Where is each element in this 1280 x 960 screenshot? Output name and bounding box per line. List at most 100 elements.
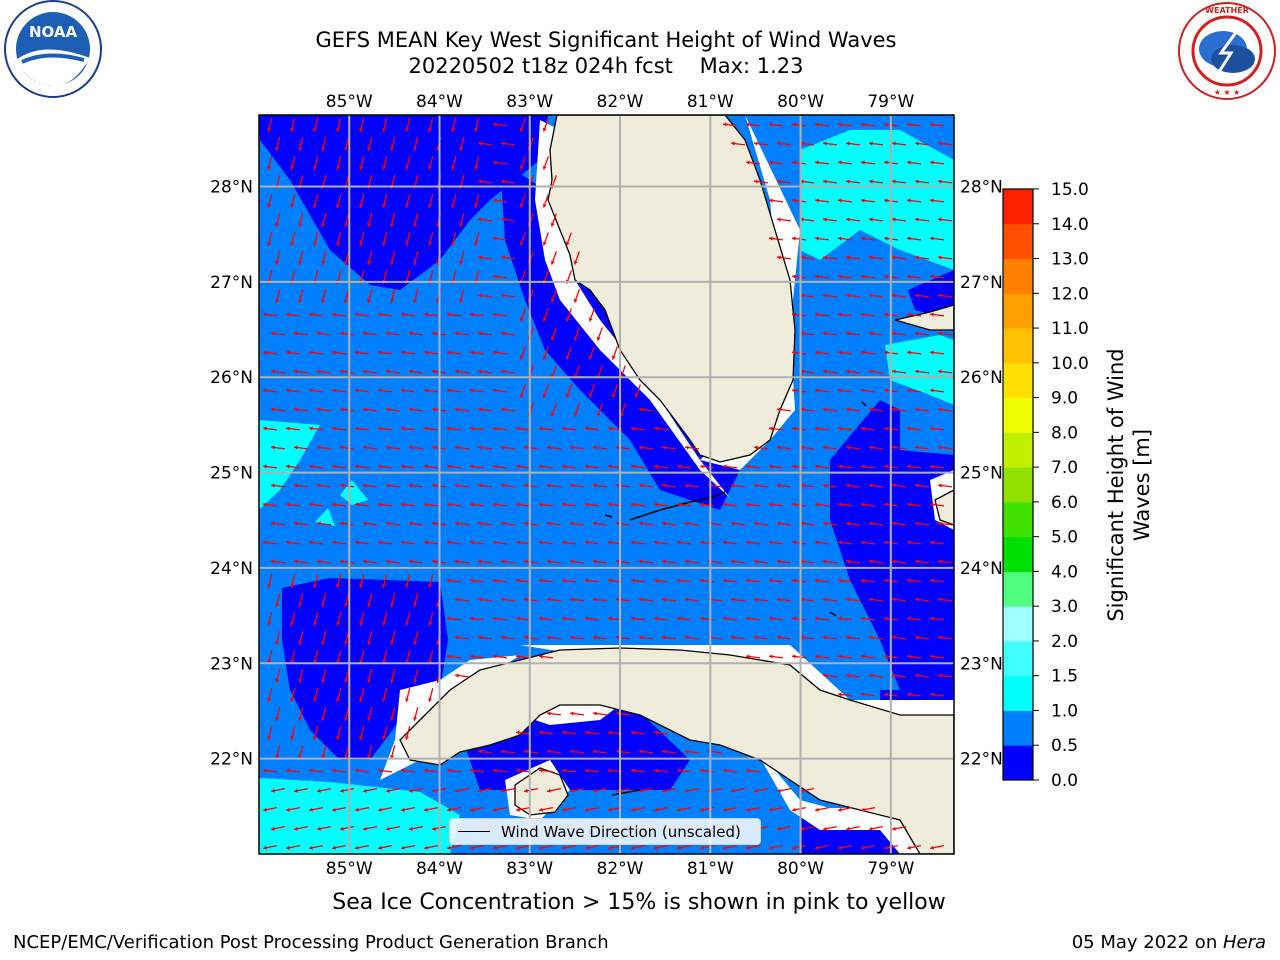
wave-arrow-576 <box>638 559 654 564</box>
wave-arrow-124 <box>799 217 815 222</box>
wave-arrow-457 <box>661 483 677 488</box>
wave-arrow-529 <box>937 521 953 526</box>
wave-arrow-495 <box>837 502 853 507</box>
wave-arrow-540 <box>492 540 508 545</box>
wave-arrow-854 <box>401 806 415 812</box>
wave-arrow-15 <box>768 122 784 127</box>
colorbar-tick-label-6: 4.0 <box>1051 562 1078 582</box>
lat-label-right-5: 23°N <box>960 654 1003 674</box>
wave-arrow-190 <box>814 274 830 279</box>
wave-arrow-264 <box>331 350 347 355</box>
wave-arrow-683 <box>344 631 350 645</box>
wave-arrow-335 <box>362 407 378 412</box>
wave-arrow-319 <box>542 384 550 398</box>
wave-arrow-99 <box>492 198 508 203</box>
wave-arrow-558 <box>906 540 922 545</box>
wave-arrow-713 <box>336 650 342 664</box>
wave-arrow-922 <box>700 844 714 850</box>
wave-arrow-288 <box>362 369 378 374</box>
wave-arrow-433 <box>791 464 807 469</box>
wave-arrow-690 <box>500 635 516 640</box>
wave-arrow-329 <box>906 388 922 393</box>
wave-arrow-547 <box>653 540 669 545</box>
wave-arrow-395 <box>569 445 585 450</box>
wave-arrow-156 <box>344 251 350 265</box>
wave-arrow-578 <box>684 559 700 564</box>
wave-arrow-44 <box>937 141 953 146</box>
lat-label-right-6: 22°N <box>960 750 1003 770</box>
wave-arrow-580 <box>730 559 746 564</box>
wave-arrow-512 <box>546 521 562 526</box>
wave-arrow-27 <box>367 137 373 151</box>
wave-arrow-61 <box>814 160 830 165</box>
wave-arrow-808 <box>400 768 416 773</box>
wave-arrow-783 <box>630 730 646 735</box>
colorbar-swatch-4 <box>1003 606 1033 642</box>
wave-arrow-613 <box>791 578 807 583</box>
wave-arrow-477 <box>423 502 439 507</box>
wave-arrow-903 <box>263 844 277 850</box>
wave-arrow-907 <box>355 844 369 850</box>
wave-arrow-258 <box>891 331 907 336</box>
wave-arrow-601 <box>515 578 531 583</box>
wave-arrow-95 <box>405 194 411 208</box>
wave-arrow-97 <box>451 194 457 208</box>
wave-arrow-735 <box>344 669 350 683</box>
title-line-2: 20220502 t18z 024h fcst Max: 1.23 <box>408 54 804 78</box>
wave-arrow-199 <box>344 289 350 303</box>
wave-arrow-112 <box>321 213 327 227</box>
wave-arrow-769 <box>592 711 608 716</box>
wave-arrow-376 <box>814 426 830 431</box>
wave-arrow-761 <box>298 707 304 721</box>
wave-arrow-419 <box>469 464 485 469</box>
wave-arrow-115 <box>390 213 396 227</box>
wave-arrow-525 <box>845 521 861 526</box>
wave-arrow-8 <box>451 118 457 132</box>
wave-arrow-474 <box>354 502 370 507</box>
wave-arrow-451 <box>523 483 539 488</box>
wave-arrow-803 <box>285 768 301 773</box>
wave-arrow-422 <box>538 464 554 469</box>
wave-arrow-695 <box>615 635 631 640</box>
wave-arrow-621 <box>298 593 304 607</box>
wave-arrow-210 <box>799 293 815 298</box>
wave-arrow-806 <box>354 768 370 773</box>
wave-arrow-417 <box>423 464 439 469</box>
wave-arrow-239 <box>270 331 286 336</box>
wave-arrow-931 <box>907 844 921 850</box>
wave-arrow-771 <box>267 726 273 740</box>
wave-arrow-397 <box>615 445 631 450</box>
wave-arrow-425 <box>607 464 623 469</box>
wave-arrow-673 <box>791 616 807 621</box>
title-line-1: GEFS MEAN Key West Significant Height of… <box>315 28 897 52</box>
wave-arrow-571 <box>523 559 539 564</box>
wave-arrow-780 <box>561 730 577 735</box>
wave-arrow-671 <box>745 616 761 621</box>
wave-arrow-357 <box>285 426 301 431</box>
wave-arrow-181 <box>405 270 411 284</box>
wave-arrow-179 <box>359 270 365 284</box>
wave-arrow-723 <box>745 654 761 659</box>
wave-arrow-693 <box>569 635 585 640</box>
wave-arrow-326 <box>837 388 853 393</box>
wave-arrow-169 <box>822 255 838 260</box>
wave-arrow-530 <box>262 540 278 545</box>
wave-arrow-535 <box>377 540 393 545</box>
wave-arrow-493 <box>791 502 807 507</box>
wave-arrow-416 <box>400 464 416 469</box>
wave-arrow-447 <box>431 483 447 488</box>
wave-arrow-183 <box>451 270 457 284</box>
wave-arrow-527 <box>891 521 907 526</box>
wave-arrow-620 <box>275 593 281 607</box>
wave-arrow-62 <box>837 160 853 165</box>
wave-arrow-667 <box>653 616 669 621</box>
wave-arrow-86 <box>891 179 907 184</box>
wave-arrow-653 <box>336 612 342 626</box>
colorbar-tick-label-14: 12.0 <box>1051 284 1089 304</box>
wave-arrow-389 <box>431 445 447 450</box>
wave-arrow-750 <box>336 688 342 702</box>
wave-arrow-227 <box>492 312 508 317</box>
wave-arrow-721 <box>515 654 531 659</box>
wave-arrow-173 <box>914 255 930 260</box>
wave-arrow-386 <box>362 445 378 450</box>
